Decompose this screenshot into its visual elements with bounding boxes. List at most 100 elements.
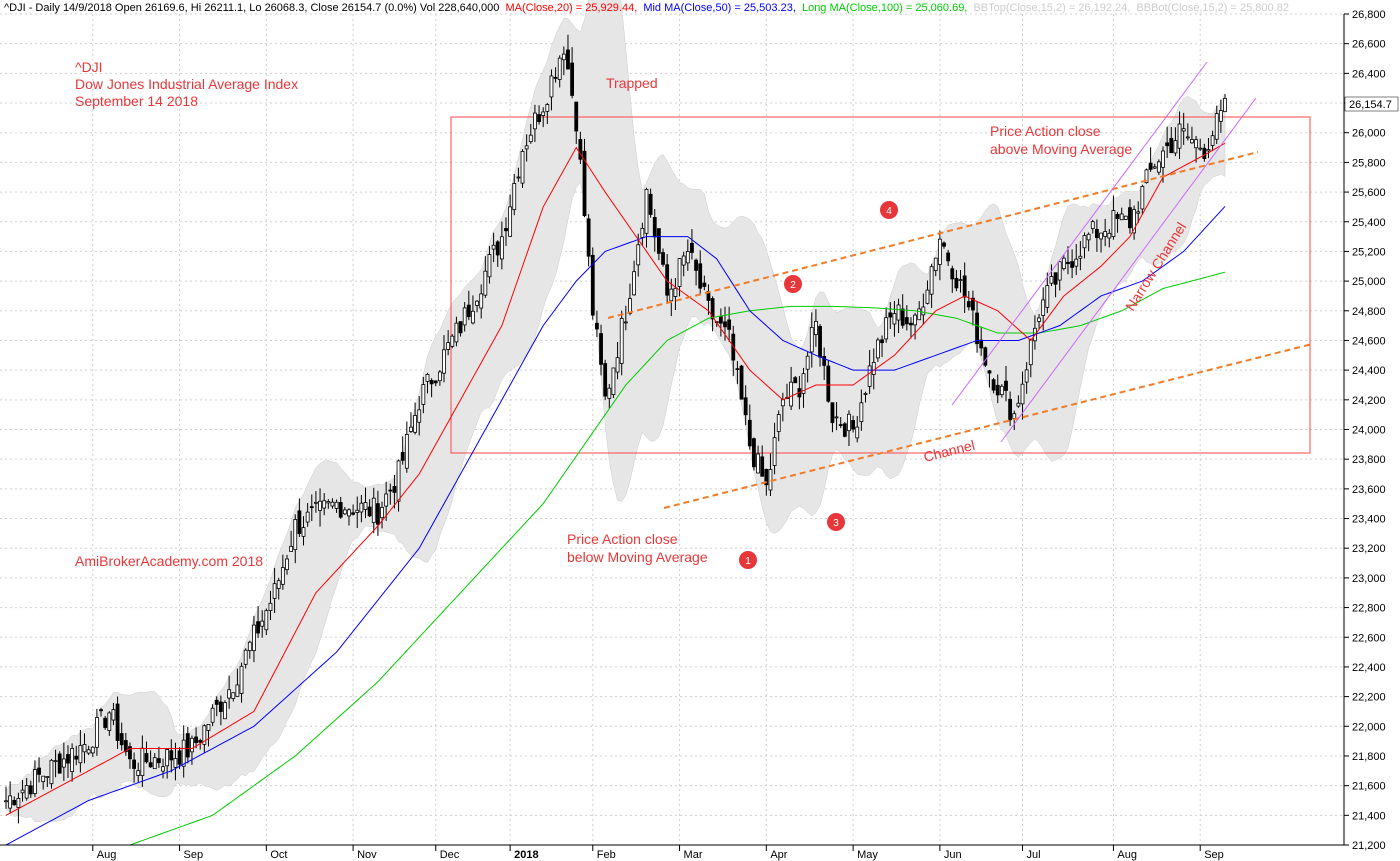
candle bbox=[1086, 232, 1091, 252]
candle bbox=[640, 222, 645, 246]
candle bbox=[41, 775, 46, 790]
candle bbox=[425, 372, 430, 394]
x-tick-label: Sep bbox=[184, 849, 204, 861]
candle bbox=[1148, 147, 1153, 172]
candle bbox=[830, 402, 835, 433]
candle bbox=[78, 729, 83, 773]
channel-upper-line bbox=[607, 151, 1259, 319]
candle bbox=[1028, 338, 1033, 378]
x-tick-label: Dec bbox=[440, 849, 460, 861]
candle bbox=[698, 250, 703, 295]
candle bbox=[194, 727, 198, 749]
candle bbox=[859, 389, 864, 431]
candle bbox=[301, 516, 306, 546]
candle bbox=[487, 246, 492, 284]
candle bbox=[396, 459, 401, 512]
y-tick-label: 21,800 bbox=[1352, 751, 1386, 763]
candle bbox=[375, 490, 380, 536]
candle bbox=[561, 46, 566, 76]
candle bbox=[760, 445, 765, 477]
candle bbox=[1082, 232, 1087, 259]
candle bbox=[334, 499, 339, 513]
y-tick-label: 23,800 bbox=[1352, 454, 1386, 466]
candle bbox=[82, 733, 87, 764]
marker-4: 4 bbox=[880, 201, 898, 219]
candle bbox=[272, 567, 277, 614]
candle bbox=[1008, 391, 1013, 426]
candle bbox=[1016, 395, 1021, 408]
candle bbox=[681, 251, 686, 277]
narrow-channel-lower bbox=[1000, 97, 1257, 443]
candle bbox=[1214, 105, 1219, 145]
x-tick-label: Jul bbox=[1027, 849, 1041, 861]
candle bbox=[586, 214, 591, 267]
annotation-below-ma-1: Price Action close bbox=[567, 531, 678, 547]
title-name: Dow Jones Industrial Average Index bbox=[75, 76, 298, 92]
candle bbox=[57, 751, 62, 774]
candle bbox=[446, 330, 451, 356]
candle bbox=[1020, 371, 1025, 420]
candle bbox=[1202, 143, 1207, 162]
y-tick-label: 21,200 bbox=[1352, 840, 1386, 852]
candle bbox=[227, 675, 232, 709]
title-date: September 14 2018 bbox=[75, 93, 198, 109]
candle bbox=[12, 796, 17, 806]
candle bbox=[1156, 159, 1161, 176]
candle bbox=[950, 265, 955, 293]
candle bbox=[466, 290, 471, 321]
bollinger-fill bbox=[5, 0, 1226, 823]
candle bbox=[512, 174, 517, 216]
y-tick-label: 22,600 bbox=[1352, 632, 1386, 644]
candle bbox=[636, 233, 641, 277]
candle bbox=[70, 743, 75, 782]
candle bbox=[359, 495, 364, 523]
marker-1: 1 bbox=[739, 551, 757, 569]
candle bbox=[1198, 138, 1203, 151]
candle bbox=[553, 67, 558, 83]
candle bbox=[1070, 249, 1075, 279]
candle bbox=[49, 758, 54, 789]
candle bbox=[710, 296, 715, 332]
annotation-trapped: Trapped bbox=[606, 75, 658, 91]
x-tick-label: Sep bbox=[1204, 849, 1224, 861]
y-tick-label: 23,400 bbox=[1352, 514, 1386, 526]
candle bbox=[665, 254, 670, 304]
candle bbox=[161, 758, 165, 779]
candle bbox=[801, 367, 806, 408]
y-tick-label: 21,400 bbox=[1352, 810, 1386, 822]
candle bbox=[264, 608, 269, 636]
candle bbox=[454, 316, 459, 347]
candle bbox=[743, 385, 748, 426]
y-tick-label: 25,600 bbox=[1352, 187, 1386, 199]
candle bbox=[913, 312, 917, 340]
candle bbox=[541, 107, 546, 128]
candle bbox=[863, 391, 868, 403]
y-tick-label: 25,400 bbox=[1352, 217, 1386, 229]
candle bbox=[1223, 94, 1227, 113]
candle bbox=[1057, 261, 1062, 291]
candle bbox=[607, 384, 612, 409]
candle bbox=[814, 309, 818, 347]
y-tick-label: 23,000 bbox=[1352, 573, 1386, 585]
candle bbox=[1103, 218, 1108, 247]
candle bbox=[966, 290, 971, 311]
candle bbox=[1165, 126, 1170, 158]
candle bbox=[925, 280, 930, 305]
candle bbox=[132, 752, 136, 783]
candle bbox=[545, 102, 550, 125]
candle bbox=[508, 194, 513, 237]
candle bbox=[388, 483, 393, 505]
candle bbox=[1090, 219, 1095, 234]
candle bbox=[305, 502, 310, 527]
candle bbox=[1152, 163, 1157, 170]
candle bbox=[619, 310, 624, 376]
candle bbox=[690, 229, 694, 260]
candle bbox=[458, 321, 463, 337]
ma100-line bbox=[129, 271, 1226, 846]
y-tick-label: 23,200 bbox=[1352, 543, 1386, 555]
candle bbox=[537, 105, 541, 125]
candle bbox=[326, 499, 331, 509]
candle bbox=[355, 496, 360, 529]
candle bbox=[1206, 138, 1211, 159]
candle bbox=[900, 294, 905, 329]
